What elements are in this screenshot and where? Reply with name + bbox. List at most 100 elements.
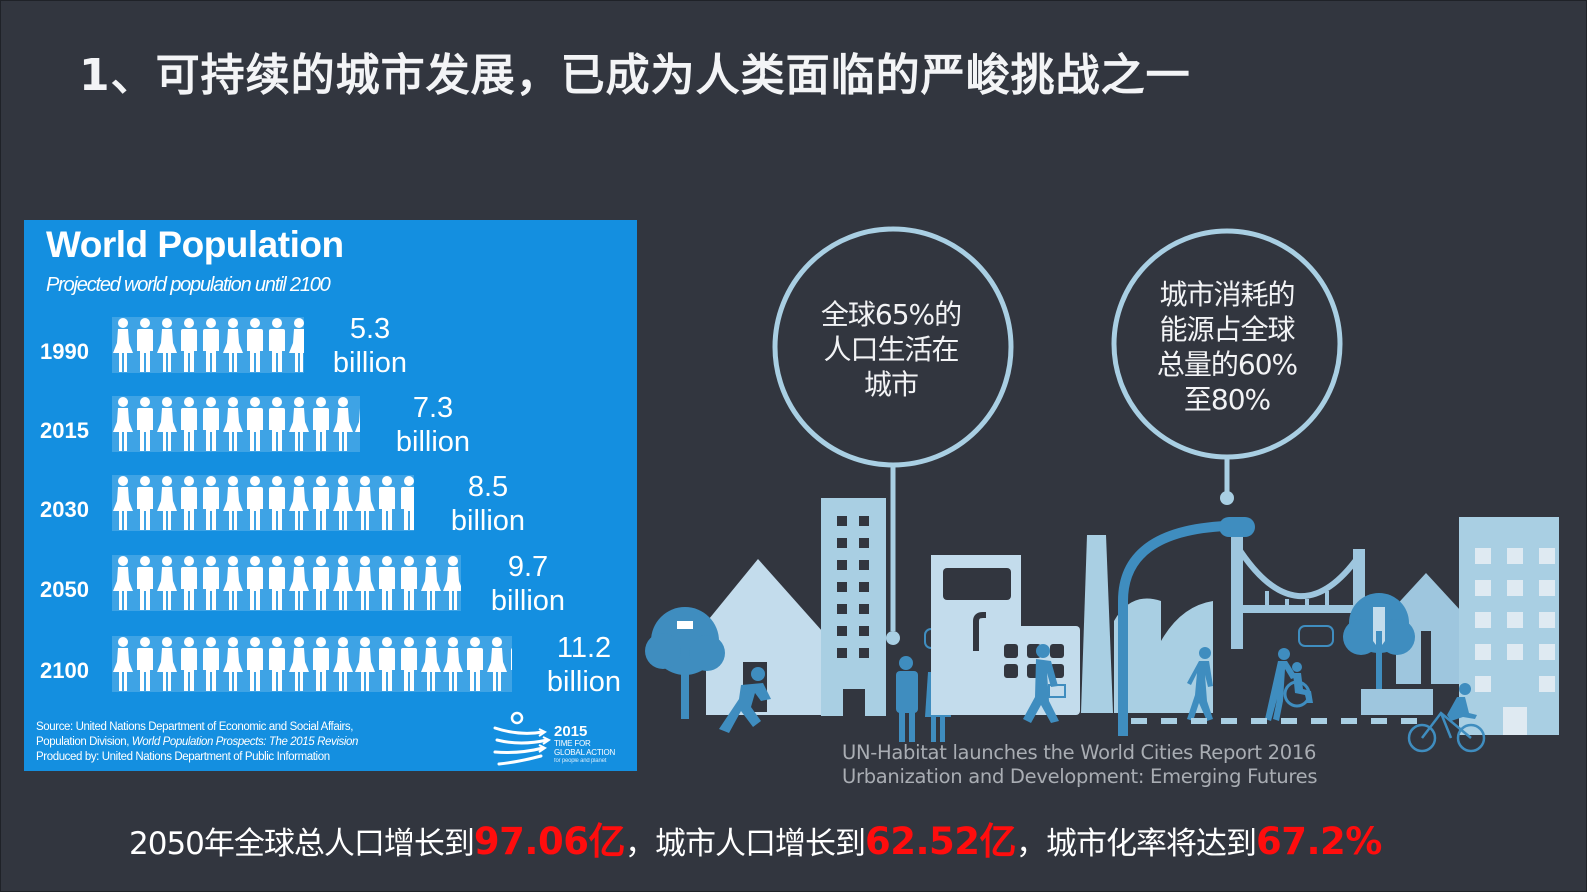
male-figure-icon [137,637,153,691]
street-lamp-icon [1118,517,1255,736]
male-figure-icon [467,637,483,691]
female-figure-icon [157,476,177,530]
male-figure-icon [181,397,197,451]
factory-icon [1081,535,1213,713]
female-figure-icon [157,637,177,691]
apartment-tower-icon [821,498,886,716]
male-figure-icon [137,556,153,610]
infographic-subtitle: Projected world population until 2100 [46,274,331,296]
bubble-left-text: 全球65%的 人口生活在 城市 [820,298,962,401]
row-year: 2050 [40,577,89,602]
illustration-caption: UN-Habitat launches the World Cities Rep… [842,741,1318,788]
male-figure-icon [269,637,285,691]
male-figure-icon [203,637,219,691]
male-figure-icon [269,318,285,372]
male-figure-icon [313,476,329,530]
slide-title: 1、可持续的城市发展，已成为人类面临的严峻挑战之一 [79,50,1191,101]
female-figure-icon [333,556,353,610]
population-statement: 2050年全球总人口增长到97.06亿，城市人口增长到62.52亿，城市化率将达… [129,820,1382,863]
cyclist-icon [1407,683,1486,753]
female-figure-icon [157,397,177,451]
male-figure-icon [247,397,263,451]
office-building-icon [931,555,1080,715]
male-figure-icon [401,476,414,530]
male-figure-icon [247,556,263,610]
row-value: 7.3 billion [395,392,471,458]
female-figure-icon [113,476,133,530]
male-figure-icon [181,556,197,610]
speech-bubble-right-icon [1111,228,1343,505]
female-figure-icon [333,637,353,691]
female-figure-icon [223,318,243,372]
highlight-total-population: 97.06亿 [473,820,626,863]
people-bar-icon [112,317,304,373]
female-figure-icon [289,556,309,610]
running-person-icon [719,667,771,733]
male-figure-icon [203,318,219,372]
female-figure-icon [487,637,507,691]
row-value: 5.3 billion [332,313,408,379]
female-figure-icon [443,637,463,691]
male-figure-icon [379,476,395,530]
people-bar-icon [112,396,360,452]
female-figure-icon [289,476,309,530]
people-bar-icon [112,636,512,692]
male-figure-icon [247,476,263,530]
male-figure-icon [269,556,285,610]
time-for-global-action-logo: 2015 TIME FOR GLOBAL ACTION for people a… [489,710,629,768]
female-figure-icon [113,397,133,451]
male-figure-icon [181,318,197,372]
city-illustration [645,226,1559,753]
male-figure-icon [203,556,219,610]
male-figure-icon [181,476,197,530]
highlight-urban-population: 62.52亿 [864,820,1017,863]
female-figure-icon [113,637,133,691]
female-figure-icon [223,397,243,451]
female-figure-icon [421,556,441,610]
female-figure-icon [223,637,243,691]
female-figure-icon [223,476,243,530]
female-figure-icon [333,397,353,451]
female-figure-icon [333,476,353,530]
male-figure-icon [137,318,153,372]
female-figure-icon [157,318,177,372]
shopping-person-icon [1023,644,1066,723]
female-figure-icon [223,556,243,610]
male-figure-icon [247,318,263,372]
people-bar-icon [112,475,414,531]
swoosh-arrows-icon [493,711,551,766]
row-year: 2030 [40,497,89,522]
wheelchair-assist-icon [1265,625,1334,721]
female-figure-icon [355,556,375,610]
world-population-infographic: World Population Projected world populat… [24,220,637,771]
row-year: 1990 [40,339,89,364]
row-value: 9.7 billion [490,551,566,617]
male-figure-icon [137,397,153,451]
male-figure-icon [401,637,417,691]
highlight-urbanization-rate: 67.2% [1256,820,1382,863]
female-figure-icon [113,318,133,372]
female-figure-icon [113,556,133,610]
female-figure-icon [355,637,375,691]
female-figure-icon [421,637,441,691]
male-figure-icon [203,397,219,451]
male-figure-icon [269,397,285,451]
male-figure-icon [313,637,329,691]
male-figure-icon [313,556,329,610]
male-figure-icon [181,637,197,691]
infographic-title: World Population [46,224,344,265]
male-figure-icon [379,556,395,610]
male-figure-icon [401,556,417,610]
row-year: 2100 [40,658,89,683]
infographic-source: Source: United Nations Department of Eco… [36,721,358,763]
tree-icon [1343,593,1433,715]
male-figure-icon [203,476,219,530]
male-figure-icon [511,648,512,670]
male-figure-icon [247,637,263,691]
male-figure-icon [137,476,153,530]
male-figure-icon [379,637,395,691]
tall-building-icon [1459,517,1559,735]
bridge-icon [1231,537,1365,649]
female-figure-icon [289,318,304,372]
